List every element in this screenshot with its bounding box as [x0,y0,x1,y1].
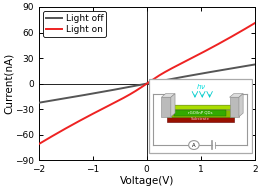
Legend: Light off, Light on: Light off, Light on [43,12,106,37]
Light off [214,70,217,72]
Light off [166,79,169,81]
Light on [154,77,157,79]
Y-axis label: Current(nA): Current(nA) [3,53,14,114]
Light off [154,81,157,83]
Line: Light off: Light off [39,64,255,103]
Light off [253,63,256,66]
Light off [37,102,40,104]
Light on [140,86,143,88]
Line: Light on: Light on [39,23,255,144]
X-axis label: Voltage(V): Voltage(V) [120,176,174,186]
Light on [214,44,217,46]
Light off [140,84,143,86]
Light on [248,25,251,27]
Light on [141,85,144,88]
Light off [248,64,251,67]
Light on [253,22,256,24]
Light on [166,70,169,72]
Light on [37,143,40,145]
Light off [141,83,144,86]
